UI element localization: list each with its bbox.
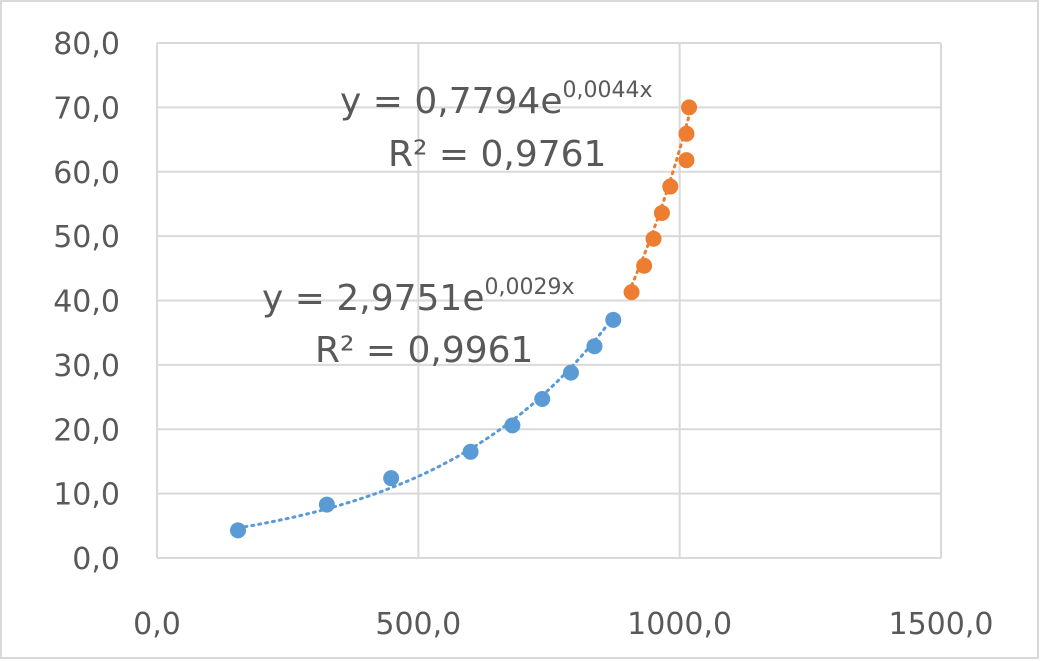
- y-tick-label: 30,0: [53, 349, 120, 384]
- data-point-blue: [586, 338, 603, 355]
- data-point-blue: [318, 496, 335, 513]
- data-point-blue: [605, 311, 622, 328]
- data-points: [230, 99, 698, 539]
- gridlines: [156, 42, 942, 559]
- data-point-blue: [383, 470, 400, 487]
- x-tick-label: 500,0: [375, 607, 461, 642]
- data-point-orange: [662, 178, 679, 195]
- trendline-r2-blue: R² = 0,9961: [315, 330, 533, 371]
- y-tick-label: 20,0: [53, 413, 120, 448]
- data-point-blue: [534, 390, 551, 407]
- data-point-orange: [653, 204, 670, 221]
- trendline-equation-orange: y = 0,7794e0,0044x: [340, 78, 652, 122]
- x-tick-label: 1000,0: [627, 607, 732, 642]
- data-point-orange: [623, 284, 640, 301]
- trendline-equation-blue: y = 2,9751e0,0029x: [262, 275, 574, 319]
- data-point-orange: [678, 152, 695, 169]
- y-tick-label: 0,0: [72, 542, 120, 577]
- data-point-orange: [681, 99, 698, 116]
- trendline-labels: y = 0,7794e0,0044x R² = 0,9761 y = 2,975…: [262, 78, 652, 371]
- y-tick-label: 70,0: [53, 91, 120, 126]
- y-tick-label: 80,0: [53, 27, 120, 62]
- data-point-orange: [678, 125, 695, 142]
- data-point-blue: [504, 417, 521, 434]
- tick-labels: 0,0 10,0 20,0 30,0 40,0 50,0 60,0 70,0 80,0 0,0 50…: [53, 27, 993, 642]
- trendline-r2-orange: R² = 0,9761: [388, 134, 606, 175]
- y-tick-label: 50,0: [53, 220, 120, 255]
- data-point-blue: [462, 443, 479, 460]
- y-tick-label: 10,0: [53, 478, 120, 513]
- data-point-blue: [230, 522, 247, 539]
- data-point-orange: [636, 257, 653, 274]
- data-point-blue: [562, 364, 579, 381]
- x-tick-label: 1500,0: [889, 607, 994, 642]
- y-tick-label: 60,0: [53, 156, 120, 191]
- data-point-orange: [645, 230, 662, 247]
- x-tick-label: 0,0: [133, 607, 181, 642]
- y-tick-label: 40,0: [53, 285, 120, 320]
- trendline-blue: [236, 315, 615, 530]
